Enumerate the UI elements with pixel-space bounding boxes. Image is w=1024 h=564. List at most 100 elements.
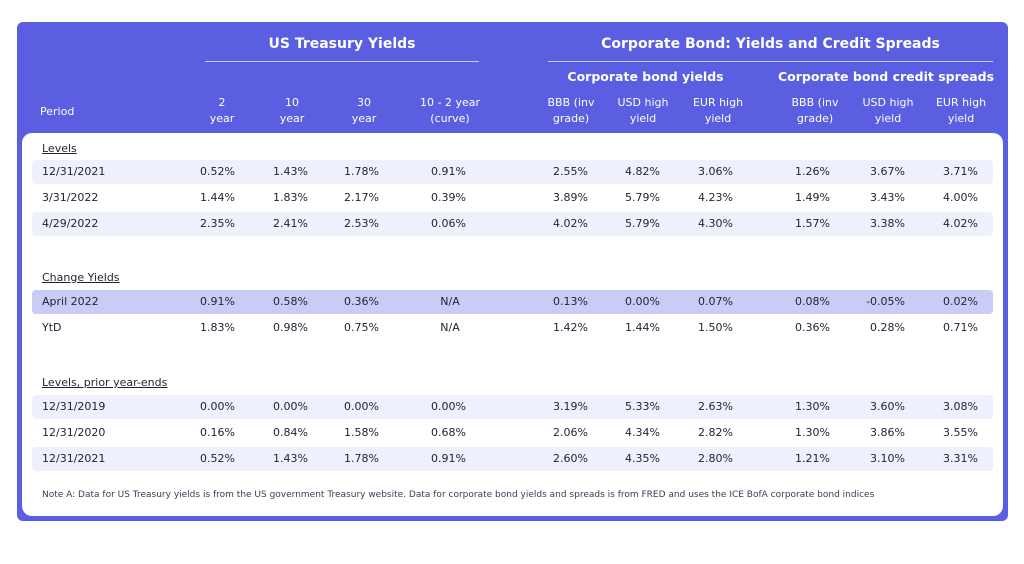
- column-header-line1: EUR high: [935, 96, 987, 109]
- table-cell: 0.98%: [273, 321, 308, 334]
- table-cell: 1.30%: [795, 426, 830, 439]
- row-period: 12/31/2021: [42, 452, 106, 465]
- table-cell: 5.33%: [625, 400, 660, 413]
- table-cell: 0.75%: [344, 321, 379, 334]
- table-cell: 4.35%: [625, 452, 660, 465]
- table-cell: 1.44%: [625, 321, 660, 334]
- table-cell: 2.80%: [698, 452, 733, 465]
- table-cell: 0.91%: [431, 452, 466, 465]
- table-cell: 0.91%: [200, 295, 235, 308]
- table-cell: 0.00%: [431, 400, 466, 413]
- row-period: YtD: [42, 321, 62, 334]
- table-cell: 3.31%: [943, 452, 978, 465]
- column-header-line1: EUR high: [692, 96, 744, 109]
- table-cell: 1.26%: [795, 165, 830, 178]
- table-cell: 2.53%: [344, 217, 379, 230]
- row-period: 3/31/2022: [42, 191, 99, 204]
- column-header: 2 year: [177, 95, 267, 127]
- table-cell: 1.58%: [344, 426, 379, 439]
- column-header-line1: 30: [357, 96, 371, 109]
- column-header-line2: yield: [629, 112, 657, 125]
- column-header: USD high yield: [598, 95, 688, 127]
- row-period: 12/31/2020: [42, 426, 106, 439]
- table-cell: 1.42%: [553, 321, 588, 334]
- table-row: [32, 290, 993, 314]
- column-header-line1: USD high: [617, 96, 669, 109]
- table-row: [32, 160, 993, 184]
- column-header-line2: grade): [552, 112, 590, 125]
- row-period: April 2022: [42, 295, 99, 308]
- table-cell: 3.08%: [943, 400, 978, 413]
- table-cell: 1.57%: [795, 217, 830, 230]
- table-cell: 1.21%: [795, 452, 830, 465]
- corporate-yields-subheader: Corporate bond yields: [567, 69, 724, 84]
- table-cell: 0.36%: [344, 295, 379, 308]
- table-cell: 0.28%: [870, 321, 905, 334]
- table-cell: 0.71%: [943, 321, 978, 334]
- table-cell: 4.02%: [553, 217, 588, 230]
- table-cell: 1.78%: [344, 452, 379, 465]
- corporate-spreads-subheader: Corporate bond credit spreads: [778, 69, 995, 84]
- table-cell: 0.91%: [431, 165, 466, 178]
- table-cell: 1.83%: [273, 191, 308, 204]
- column-header: USD high yield: [843, 95, 933, 127]
- row-period: 4/29/2022: [42, 217, 99, 230]
- column-header-line2: grade): [796, 112, 834, 125]
- table-cell: 1.83%: [200, 321, 235, 334]
- us-treasury-header: US Treasury Yields: [268, 36, 416, 52]
- column-header-line2: (curve): [430, 112, 470, 125]
- table-row: [32, 212, 993, 236]
- table-cell: 1.30%: [795, 400, 830, 413]
- table-cell: 3.10%: [870, 452, 905, 465]
- table-cell: 3.38%: [870, 217, 905, 230]
- table-cell: 3.19%: [553, 400, 588, 413]
- table-cell: 0.00%: [344, 400, 379, 413]
- row-period: 12/31/2019: [42, 400, 106, 413]
- column-header-line2: yield: [947, 112, 975, 125]
- table-cell: 0.08%: [795, 295, 830, 308]
- table-cell: 0.02%: [943, 295, 978, 308]
- table-cell: 0.16%: [200, 426, 235, 439]
- table-cell: 0.36%: [795, 321, 830, 334]
- column-header-line1: BBB (inv: [547, 96, 595, 109]
- table-cell: 5.79%: [625, 217, 660, 230]
- table-cell: 2.82%: [698, 426, 733, 439]
- column-header-line2: yield: [874, 112, 902, 125]
- table-cell: 3.67%: [870, 165, 905, 178]
- table-cell: 3.89%: [553, 191, 588, 204]
- table-cell: 2.41%: [273, 217, 308, 230]
- table-cell: 0.06%: [431, 217, 466, 230]
- column-header-line1: 10: [285, 96, 299, 109]
- table-cell: 2.60%: [553, 452, 588, 465]
- table-cell: -0.05%: [866, 295, 905, 308]
- table-cell: 3.06%: [698, 165, 733, 178]
- table-row: [32, 395, 993, 419]
- column-header: EUR high yield: [916, 95, 1006, 127]
- column-header-line2: year: [209, 112, 235, 125]
- column-header: EUR high yield: [673, 95, 763, 127]
- footnote: Note A: Data for US Treasury yields is f…: [42, 490, 875, 500]
- table-cell: 2.06%: [553, 426, 588, 439]
- table-cell: 2.35%: [200, 217, 235, 230]
- table-cell: 5.79%: [625, 191, 660, 204]
- table-cell: 0.39%: [431, 191, 466, 204]
- us-treasury-divider: [205, 61, 479, 62]
- column-header-line2: year: [279, 112, 305, 125]
- table-cell: 4.02%: [943, 217, 978, 230]
- period-column-header: Period: [40, 105, 75, 118]
- table-cell: 4.82%: [625, 165, 660, 178]
- column-header-line1: 2: [218, 96, 226, 109]
- table-cell: 0.68%: [431, 426, 466, 439]
- table-cell: 0.13%: [553, 295, 588, 308]
- table-cell: 0.00%: [625, 295, 660, 308]
- corporate-bond-divider: [548, 61, 993, 62]
- column-header: BBB (inv grade): [526, 95, 616, 127]
- section-title: Change Yields: [42, 271, 120, 284]
- table-cell: 1.50%: [698, 321, 733, 334]
- table-row: [32, 447, 993, 471]
- table-cell: 1.43%: [273, 452, 308, 465]
- table-cell: 2.63%: [698, 400, 733, 413]
- table-cell: 2.55%: [553, 165, 588, 178]
- table-cell: 3.43%: [870, 191, 905, 204]
- column-header-line2: yield: [704, 112, 732, 125]
